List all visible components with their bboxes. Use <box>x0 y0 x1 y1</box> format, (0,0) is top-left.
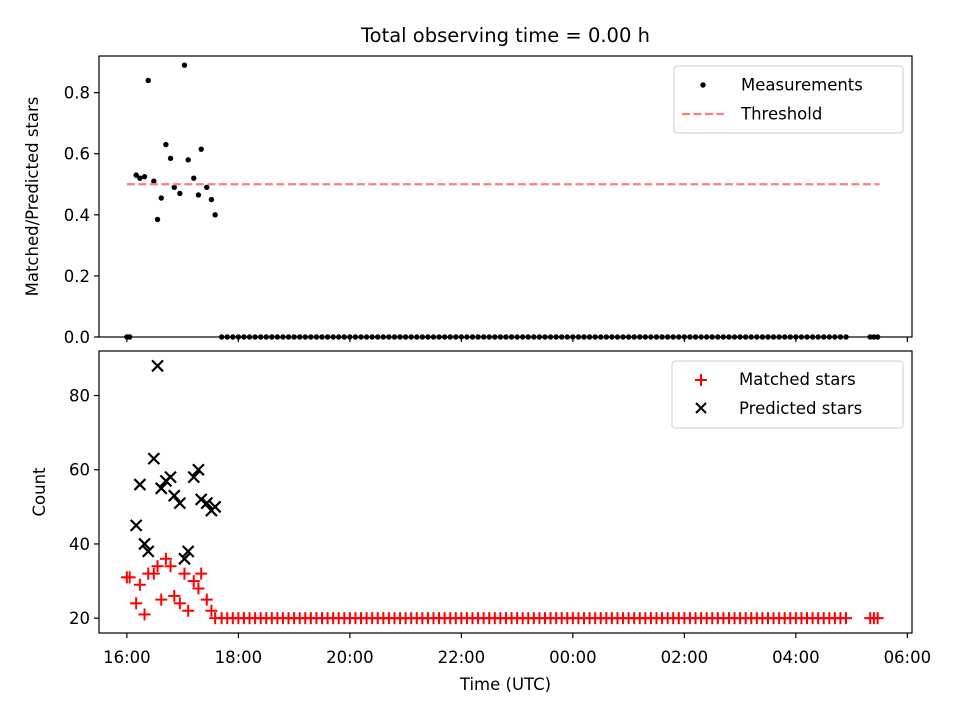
matched-star-point <box>178 567 191 580</box>
predicted-star-point <box>194 493 208 506</box>
bottom-panel: 20 40 60 80 16:00 18:00 20:00 22:00 00:00 02:00 0… <box>30 350 931 694</box>
predicted-star-point <box>192 463 205 477</box>
top-legend-frame <box>673 65 904 134</box>
matched-star-point <box>151 560 164 573</box>
matched-star-point <box>159 552 172 565</box>
top-panel-y-axis-label: Matched/Predicted stars <box>23 97 42 297</box>
matched-star-point <box>155 593 168 606</box>
matched-star-point <box>200 593 213 606</box>
predicted-star-point <box>154 482 168 495</box>
x-tick-label: 06:00 <box>884 648 932 667</box>
measurement-point <box>177 190 183 197</box>
x-tick-label: 22:00 <box>438 648 486 667</box>
predicted-star-point <box>138 537 151 551</box>
measurement-point <box>141 173 148 180</box>
y-tick-label: 20 <box>69 609 90 628</box>
measurement-point <box>191 175 197 181</box>
predicted-star-point <box>129 519 143 532</box>
chart-title: Total observing time = 0.00 h <box>360 24 650 47</box>
x-axis-label: Time (UTC) <box>459 675 551 694</box>
predicted-star-point <box>173 496 187 510</box>
measurement-point <box>185 157 191 163</box>
measurement-point <box>208 196 215 203</box>
x-tick-label: 00:00 <box>549 648 597 667</box>
matched-star-point <box>182 604 195 617</box>
x-tick-label: 16:00 <box>103 648 151 667</box>
legend-measurements-marker <box>700 82 706 88</box>
bottom-panel-y-ticks: 20 40 60 80 <box>69 387 99 628</box>
matched-star-point <box>130 597 143 610</box>
measurement-point <box>145 77 151 84</box>
measurement-point <box>181 62 188 68</box>
top-panel-x-ticks <box>126 337 908 342</box>
measurement-point <box>163 141 169 148</box>
measurement-point <box>195 192 202 198</box>
y-tick-label: 0.4 <box>64 206 90 225</box>
top-panel-y-ticks: 0.0 0.2 0.4 0.6 0.8 <box>64 84 99 347</box>
matched-star-point <box>192 582 205 595</box>
top-panel: 0.00.20.40.60.8 Matched/Predicted stars … <box>23 55 913 347</box>
measurement-point <box>171 184 177 191</box>
matched-star-point <box>187 575 200 588</box>
legend-matched-marker <box>695 374 707 386</box>
bottom-panel-x-ticks: 16:00 18:00 20:00 22:00 00:00 02:00 04:00 06:00 <box>103 633 931 667</box>
matched-star-point <box>168 589 181 602</box>
matched-star-point <box>173 597 186 610</box>
bottom-panel-legend: Matched stars Predicted stars <box>671 360 904 429</box>
measurement-point <box>137 175 143 181</box>
measurement-point <box>151 178 157 184</box>
predicted-star-point <box>164 470 177 484</box>
top-panel-legend: Measurements Threshold <box>673 65 904 134</box>
matched-star-point <box>164 560 177 573</box>
y-tick-label: 40 <box>69 535 90 554</box>
x-tick-label: 18:00 <box>215 648 263 667</box>
bottom-panel-y-axis-label: Count <box>30 467 49 517</box>
y-tick-label: 0.0 <box>64 328 90 347</box>
legend-threshold-label: Threshold <box>740 105 822 124</box>
measurement-point <box>212 212 218 218</box>
predicted-star-point <box>208 500 222 514</box>
bottom-legend-frame <box>671 360 904 429</box>
matched-star-point <box>205 604 218 617</box>
x-tick-label: 04:00 <box>772 648 820 667</box>
top-panel-frame <box>98 55 913 338</box>
x-tick-label: 02:00 <box>661 648 709 667</box>
legend-predicted-label: Predicted stars <box>739 399 862 418</box>
legend-measurements-label: Measurements <box>741 76 863 95</box>
measurement-point <box>154 216 161 223</box>
matched-star-point <box>133 578 146 591</box>
measurement-point <box>204 184 210 191</box>
predicted-star-point <box>133 478 147 491</box>
predicted-star-point <box>187 470 201 484</box>
predicted-star-point <box>178 552 191 566</box>
y-tick-label: 80 <box>69 387 90 406</box>
y-tick-label: 0.8 <box>64 84 90 103</box>
matched-star-point <box>138 608 151 621</box>
matched-star-point <box>871 612 884 625</box>
matched-star-point <box>840 612 853 625</box>
legend-predicted-marker <box>695 402 707 414</box>
matched-star-point <box>147 567 160 580</box>
predicted-star-point <box>200 496 214 510</box>
y-tick-label: 0.6 <box>64 145 90 164</box>
predicted-star-point <box>147 452 161 465</box>
predicted-star-point <box>167 489 181 502</box>
predicted-star-point <box>151 359 164 373</box>
bottom-panel-frame <box>98 350 913 634</box>
measurement-point <box>198 146 204 152</box>
bottom-panel-marks <box>120 359 884 625</box>
y-tick-label: 60 <box>69 461 90 480</box>
matched-star-point <box>123 571 136 584</box>
measurement-point <box>158 195 164 201</box>
measurement-point <box>133 172 139 178</box>
predicted-star-point <box>181 545 195 558</box>
measurement-point <box>167 155 174 162</box>
y-tick-label: 0.2 <box>64 267 90 286</box>
matched-star-point <box>195 567 208 580</box>
legend-matched-label: Matched stars <box>739 370 856 389</box>
predicted-star-point <box>141 545 155 558</box>
x-tick-label: 20:00 <box>326 648 374 667</box>
